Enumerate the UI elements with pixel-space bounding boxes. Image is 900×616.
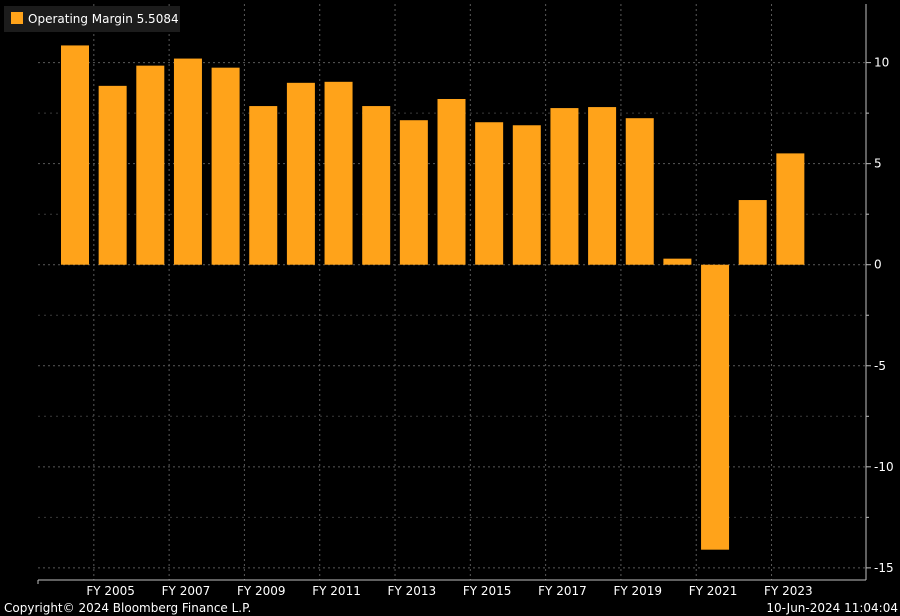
bar-fy-2015 [475, 122, 504, 265]
y-tick-label: 10 [874, 56, 889, 70]
x-tick-label: FY 2019 [613, 584, 662, 598]
copyright-notice: Copyright© 2024 Bloomberg Finance L.P. [4, 601, 252, 615]
bar-fy-2019 [625, 118, 654, 265]
x-tick-label: FY 2011 [312, 584, 361, 598]
bar-series-operating-margin [61, 45, 805, 550]
legend: Operating Margin 5.5084 [4, 6, 180, 32]
x-tick-label: FY 2023 [764, 584, 813, 598]
x-tick-label: FY 2009 [237, 584, 286, 598]
bar-fy-2016 [512, 125, 541, 265]
bar-fy-2023 [776, 153, 805, 265]
bar-fy-2011 [324, 81, 353, 265]
bar-fy-2006 [136, 65, 165, 265]
x-tick-label: FY 2015 [463, 584, 512, 598]
y-tick-label: 5 [874, 157, 882, 171]
bar-fy-2022 [738, 200, 767, 265]
bar-fy-2004 [61, 45, 89, 265]
bar-fy-2012 [362, 106, 391, 265]
legend-label: Operating Margin 5.5084 [28, 12, 179, 26]
bar-fy-2008 [211, 67, 240, 265]
bar-fy-2020 [663, 258, 692, 265]
x-tick-label: FY 2021 [689, 584, 738, 598]
bar-fy-2010 [286, 82, 315, 265]
bar-fy-2005 [98, 85, 127, 265]
chart-axes: 10 5 0 -5 -10 -15 FY 2005 FY 2007 FY 2009 FY 2011… [37, 4, 894, 598]
bar-fy-2018 [588, 107, 617, 265]
x-tick-label: FY 2017 [538, 584, 587, 598]
bar-fy-2021 [701, 264, 730, 550]
bar-fy-2014 [437, 98, 466, 265]
y-tick-label: -10 [874, 460, 894, 474]
timestamp: 10-Jun-2024 11:04:04 [766, 601, 898, 615]
y-tick-label: -5 [874, 359, 886, 373]
y-tick-label: 0 [874, 258, 882, 272]
y-tick-label: -15 [874, 561, 894, 575]
bar-fy-2013 [399, 120, 428, 265]
bar-fy-2017 [550, 108, 579, 265]
x-tick-label: FY 2013 [388, 584, 437, 598]
bar-fy-2009 [249, 106, 278, 265]
legend-background [4, 6, 180, 32]
legend-swatch-icon [11, 12, 23, 24]
x-tick-label: FY 2007 [162, 584, 211, 598]
bar-fy-2007 [173, 58, 202, 265]
x-tick-label: FY 2005 [86, 584, 135, 598]
